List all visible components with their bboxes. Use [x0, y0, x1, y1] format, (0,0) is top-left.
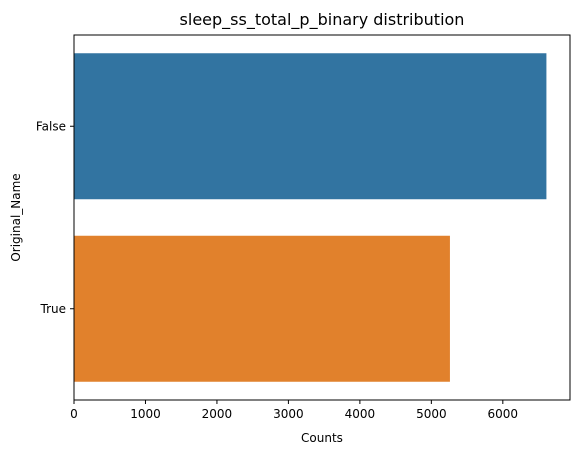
x-axis-label: Counts [301, 431, 343, 445]
bar-group [74, 53, 547, 382]
y-tick-label: True [40, 302, 67, 316]
y-axis-ticks: False True [36, 119, 74, 316]
bar-false [74, 53, 547, 200]
y-tick-label: False [36, 119, 66, 133]
x-tick-label: 4000 [345, 407, 376, 421]
chart-title: sleep_ss_total_p_binary distribution [180, 10, 465, 30]
x-tick-label: 0 [70, 407, 78, 421]
x-tick-label: 1000 [130, 407, 161, 421]
y-axis-label: Original_Name [9, 173, 23, 261]
bar-true [74, 235, 450, 382]
x-tick-label: 3000 [273, 407, 304, 421]
x-tick-label: 6000 [488, 407, 519, 421]
x-axis-ticks: 0 1000 2000 3000 4000 5000 6000 [70, 400, 518, 421]
x-tick-label: 2000 [202, 407, 233, 421]
x-tick-label: 5000 [416, 407, 447, 421]
plot-frame [73, 34, 571, 401]
